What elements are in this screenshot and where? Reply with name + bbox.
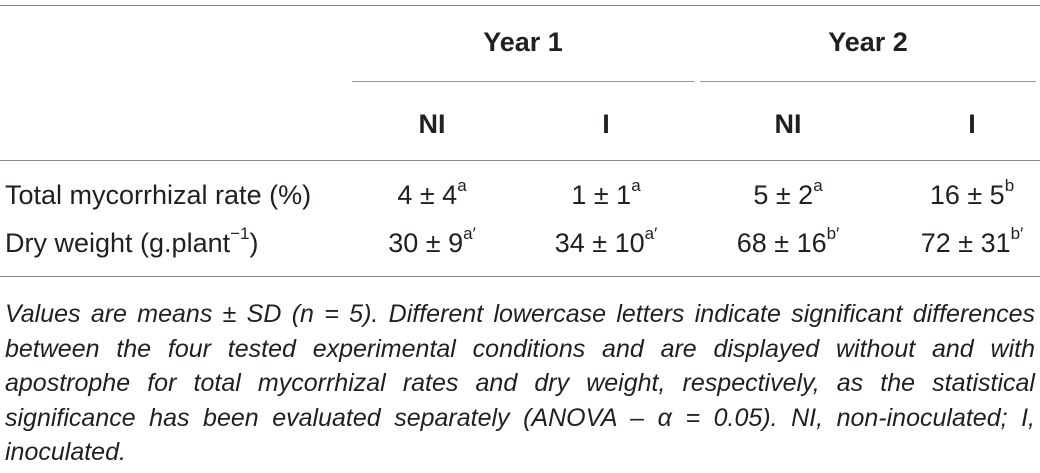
table-bottom-rule: [0, 276, 1040, 277]
table-cell: 34 ± 10a′: [554, 224, 658, 258]
table-cell: 1 ± 1a: [571, 176, 641, 210]
table-cell: 72 ± 31b′: [920, 224, 1024, 258]
header-bottom-rule: [0, 160, 1040, 161]
sub-header-year2-i: I: [968, 109, 976, 139]
row-label-dry-weight: Dry weight (g.plant−1): [5, 224, 259, 258]
year-1-span-rule: [352, 81, 694, 82]
year-2-header: Year 2: [828, 27, 908, 57]
year-2-span-rule: [700, 81, 1036, 82]
table-footnote: Values are means ± SD (n = 5). Different…: [5, 297, 1035, 470]
year-1-header: Year 1: [483, 27, 563, 57]
footnote-text: Values are means ± SD (n = 5). Different…: [5, 300, 1035, 466]
row-label-total-mycorrhizal-rate: Total mycorrhizal rate (%): [5, 180, 312, 210]
table-cell: 30 ± 9a′: [388, 224, 476, 258]
table-cell: 16 ± 5b: [929, 176, 1015, 210]
sub-header-year2-ni: NI: [774, 109, 802, 139]
table-top-rule: [0, 5, 1040, 6]
table-cell: 5 ± 2a: [753, 176, 823, 210]
sub-header-year1-ni: NI: [418, 109, 446, 139]
sub-header-year1-i: I: [602, 109, 610, 139]
table-cell: 4 ± 4a: [397, 176, 467, 210]
table-cell: 68 ± 16b′: [736, 224, 840, 258]
